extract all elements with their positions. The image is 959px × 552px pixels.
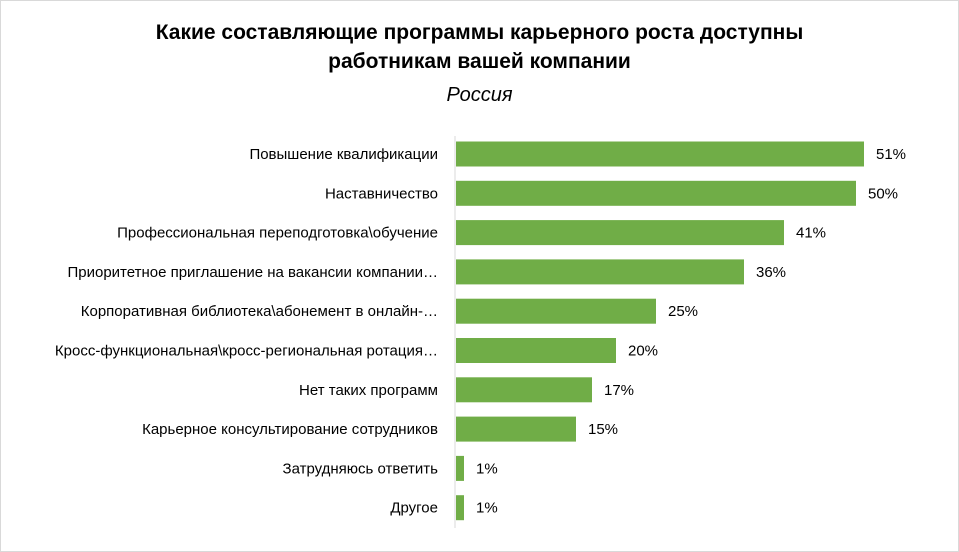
data-label: 25% bbox=[668, 303, 698, 320]
chart-title: Какие составляющие программы карьерного … bbox=[0, 18, 959, 76]
category-label: Наставничество bbox=[325, 185, 438, 202]
bar bbox=[456, 495, 464, 521]
bar bbox=[456, 298, 656, 324]
category-label: Повышение квалификации bbox=[249, 146, 438, 163]
bar bbox=[456, 338, 616, 363]
data-label: 36% bbox=[756, 264, 786, 281]
category-label: Корпоративная библиотека\абонемент в онл… bbox=[81, 303, 438, 320]
data-label: 17% bbox=[604, 382, 634, 399]
bar bbox=[456, 180, 856, 206]
category-label: Кросс-функциональная\кросс-региональная … bbox=[55, 343, 438, 360]
category-label: Профессиональная переподготовка\обучение bbox=[117, 225, 438, 242]
data-label: 50% bbox=[868, 185, 898, 202]
data-label: 15% bbox=[588, 421, 618, 438]
category-label: Затрудняюсь ответить bbox=[283, 460, 439, 477]
chart-title-line-2: работникам вашей компании bbox=[328, 50, 631, 73]
category-label: Приоритетное приглашение на вакансии ком… bbox=[67, 264, 438, 281]
data-label: 1% bbox=[476, 460, 498, 477]
bar bbox=[456, 416, 576, 442]
data-label: 41% bbox=[796, 225, 826, 242]
bar bbox=[456, 455, 464, 481]
data-label: 1% bbox=[476, 500, 498, 517]
category-label: Карьерное консультирование сотрудников bbox=[142, 421, 438, 438]
category-label: Другое bbox=[390, 500, 438, 517]
chart-subtitle: Россия bbox=[446, 84, 513, 106]
data-label: 20% bbox=[628, 343, 658, 360]
chart-title-line-1: Какие составляющие программы карьерного … bbox=[155, 21, 804, 44]
category-label: Нет таких программ bbox=[299, 382, 438, 399]
bar bbox=[456, 141, 864, 167]
bar bbox=[456, 220, 784, 246]
bar bbox=[456, 377, 592, 403]
data-label: 51% bbox=[876, 146, 906, 163]
bar bbox=[456, 259, 744, 285]
